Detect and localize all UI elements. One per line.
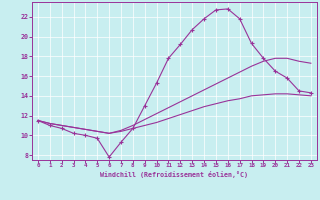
X-axis label: Windchill (Refroidissement éolien,°C): Windchill (Refroidissement éolien,°C)	[100, 171, 248, 178]
